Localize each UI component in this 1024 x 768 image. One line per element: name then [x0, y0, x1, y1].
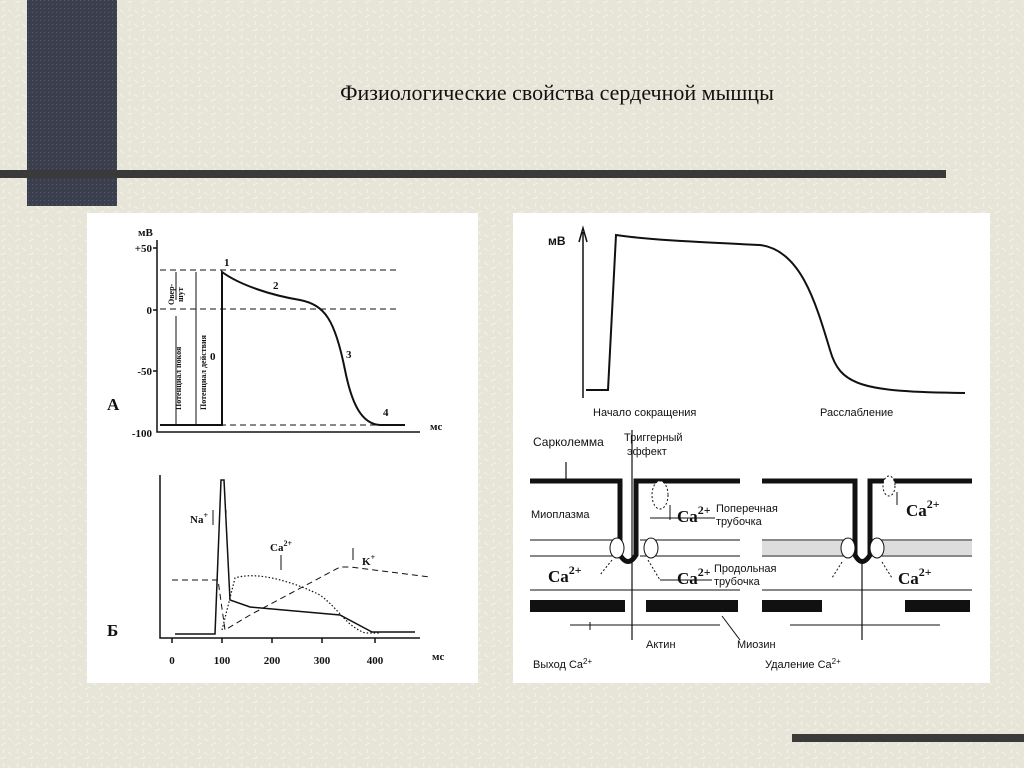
panel-label: Б [107, 621, 118, 640]
l-tubule-label: Продольная [714, 563, 777, 575]
shape: 0 100 200 300 400 мс Na+ Ca2+ K+ [169, 511, 444, 667]
phase: 4 [383, 407, 389, 419]
shape [882, 475, 896, 497]
shape [643, 537, 659, 559]
x-unit: мс [430, 421, 442, 433]
shape [609, 537, 625, 559]
x-tick: 100 [214, 655, 231, 667]
na-label: Na+ [190, 511, 208, 526]
shape [172, 566, 431, 631]
t-tubule-label: Поперечная [716, 503, 778, 515]
ca-label: Ca2+ [677, 503, 711, 526]
title: Физиологические свойства сердечной мышцы [340, 80, 774, 105]
left-panel: мВ +50 0 -50 -100 мс 0 1 2 3 4 А Б Овер-… [87, 213, 478, 683]
sarcolemma-label: Сарколемма [533, 435, 604, 449]
start-label: Начало сокращения [593, 407, 696, 419]
shape [599, 559, 893, 581]
shape [651, 480, 669, 510]
chart-b [159, 475, 431, 643]
overshoot: Овер- [167, 283, 176, 305]
myosin-label: Миозин [737, 639, 776, 651]
trigger-label: эффект [627, 446, 667, 458]
shape [586, 233, 966, 394]
right-panel: мВ Начало сокращения Расслабление Саркол… [513, 213, 990, 683]
rule [792, 734, 1024, 742]
phase: 0 [210, 351, 216, 363]
removal-label: Удаление Ca2+ [765, 657, 841, 671]
trigger-label: Триггерный [624, 432, 683, 444]
x-tick: 300 [314, 655, 331, 667]
resting-label: Потенциал покоя [174, 346, 183, 410]
x-tick: 0 [169, 655, 175, 667]
shape [530, 600, 625, 612]
shape [578, 225, 588, 398]
y-tick: +50 [135, 243, 153, 255]
shape [565, 430, 863, 640]
l-tubule-label: трубочка [714, 576, 761, 588]
phase: 1 [224, 257, 230, 269]
action-label: Потенциал действия [199, 334, 208, 410]
ca-label: Ca2+ [906, 497, 940, 520]
ca-label: Ca2+ [677, 565, 711, 588]
phase: 2 [273, 280, 279, 292]
k-label: K+ [362, 553, 376, 568]
x-unit: мс [432, 651, 444, 663]
shape [212, 510, 354, 570]
y-tick: -100 [132, 428, 153, 440]
shape [221, 575, 380, 634]
shape [869, 537, 885, 559]
myoplasm-label: Миоплазма [531, 509, 590, 521]
phase: 3 [346, 349, 352, 361]
ca-label: Ca2+ [898, 565, 932, 588]
shape [840, 537, 856, 559]
shape [153, 240, 420, 433]
ca-label: Ca2+ [548, 563, 582, 586]
shape [905, 600, 970, 612]
rule [0, 170, 946, 178]
overshoot: шут [176, 287, 185, 302]
x-tick: 200 [264, 655, 281, 667]
shape [530, 539, 972, 630]
actin-label: Актин [646, 639, 676, 651]
y-unit: мВ [548, 234, 566, 248]
relax-label: Расслабление [820, 407, 893, 419]
t-tubule-label: трубочка [716, 516, 763, 528]
shape [872, 541, 972, 555]
y-tick: 0 [147, 305, 153, 317]
shape [160, 270, 405, 426]
shape [159, 475, 420, 643]
shape: мВ Начало сокращения Расслабление Саркол… [531, 234, 893, 671]
ca-label: Ca2+ [270, 539, 292, 554]
exit-label: Выход Ca2+ [533, 657, 592, 671]
panel-label: А [107, 395, 120, 414]
x-tick: 400 [367, 655, 384, 667]
shape [87, 213, 478, 683]
right-chart [578, 225, 966, 398]
ca-labels: Ca2+ Ca2+ Ca2+ Ca2+ Ca2+ [548, 497, 940, 588]
shape [762, 600, 822, 612]
y-unit: мВ [138, 227, 153, 239]
shape [650, 517, 741, 641]
shape: мВ +50 0 -50 -100 мс 0 1 2 3 4 А Б [107, 227, 442, 640]
shape [646, 600, 738, 612]
shape [175, 479, 415, 635]
shape [762, 541, 852, 555]
shape [175, 272, 197, 425]
chart-a [153, 240, 420, 433]
shape: Овер- шут Потенциал покоя Потенциал дейс… [167, 283, 208, 410]
cell-diagram [530, 430, 972, 641]
y-tick: -50 [137, 366, 152, 378]
